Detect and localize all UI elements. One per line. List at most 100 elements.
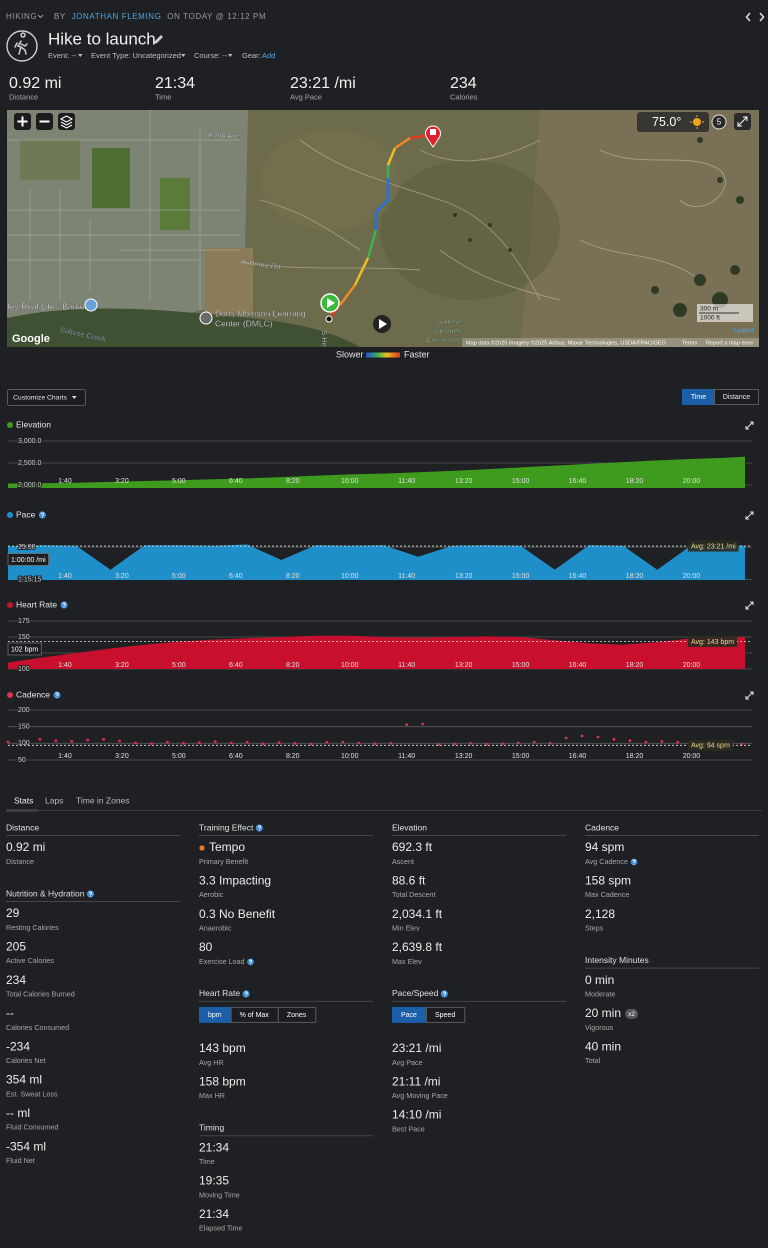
toggle-button[interactable] (425, 1006, 466, 1023)
x-tick-label: 18:20 (626, 662, 644, 669)
x-tick-label: 8:20 (286, 662, 300, 669)
x-tick-label: 16:40 (569, 573, 587, 580)
stat-label: Avg Pace (392, 1058, 423, 1067)
stat-value: 354 ml (6, 1073, 42, 1087)
map[interactable]: E 8th Ave S Henry Rd S Hen lley Real Lif… (6, 110, 759, 351)
report-link[interactable]: Report a map error (706, 340, 753, 346)
tab[interactable]: Stats (14, 795, 33, 805)
chevron[interactable] (37, 14, 44, 19)
stat-label: Total Calories Burned (6, 990, 75, 999)
x-tick-label: 6:40 (229, 662, 243, 669)
next-button[interactable] (759, 12, 765, 22)
legend-fast: Faster (404, 349, 430, 359)
leaflet-link[interactable]: Leaflet (734, 328, 754, 335)
x-tick-label: 8:20 (286, 573, 300, 580)
position-dot (325, 315, 333, 323)
street-label: E 8th Ave (208, 131, 240, 140)
stat-value: -354 ml (6, 1139, 46, 1153)
badge-circle[interactable] (711, 114, 727, 130)
stat-value: 21:34 (199, 1140, 229, 1154)
activity-type[interactable]: HIKING (6, 12, 37, 21)
point (469, 741, 472, 745)
x-tick-label: 16:40 (569, 753, 587, 760)
gear: Gear: (242, 51, 261, 60)
x-tick-label: 5:00 (172, 573, 186, 580)
point (134, 741, 137, 745)
event[interactable]: Event: -- (48, 51, 77, 60)
x-tick-label: 11:40 (398, 573, 415, 580)
point (102, 737, 106, 741)
distance-toggle[interactable] (714, 389, 759, 405)
stat-label: Distance (6, 857, 34, 866)
toggle-button[interactable] (277, 1006, 317, 1023)
point (293, 741, 297, 745)
stat-value: 205 (6, 939, 26, 953)
course[interactable]: Course: -- (194, 51, 228, 60)
weather-box (637, 112, 709, 132)
x-tick-label: 1:40 (58, 753, 72, 760)
info-glyph (257, 825, 261, 831)
prev-button[interactable] (745, 12, 751, 22)
x-tick-label: 1:40 (58, 478, 72, 485)
end-marker[interactable] (425, 125, 441, 148)
x-tick-label: 20:00 (683, 478, 701, 485)
customize-button[interactable] (7, 389, 86, 406)
end-glyph (430, 129, 436, 135)
stat-value: 21:11 /mi (392, 1074, 440, 1088)
scale-ft: 1000 ft (700, 315, 720, 322)
stat-label: Max HR (199, 1091, 225, 1100)
y-tick-label: 3,000.0 (18, 438, 41, 445)
average-box (688, 739, 733, 751)
point (70, 739, 74, 743)
expand-icon[interactable] (745, 691, 754, 700)
author[interactable]: JONATHAN FLEMING (72, 12, 162, 21)
point (166, 740, 169, 744)
place-label: Center (DMLC) (215, 318, 273, 328)
gear-add[interactable]: Add (262, 51, 275, 60)
x-tick-label: 10:00 (341, 478, 359, 485)
tab[interactable]: Time in Zones (76, 795, 130, 805)
y-tick-label: 100 (18, 740, 30, 747)
terms-link[interactable]: Terms (682, 340, 697, 346)
edit-icon[interactable] (154, 35, 163, 44)
x-tick-label: 5:00 (172, 662, 186, 669)
stat-value: -- ml (6, 1106, 30, 1120)
x-tick-label: 18:20 (626, 573, 644, 580)
stat-label: Avg Moving Pace (392, 1091, 448, 1100)
y-tick-label: 25:00 (18, 544, 36, 551)
point (389, 741, 393, 745)
tab[interactable]: Laps (45, 795, 63, 805)
field (92, 148, 130, 208)
expand-icon[interactable] (745, 421, 754, 430)
expand-icon[interactable] (745, 601, 754, 610)
attribution: Map data ©2025 Imagery ©2025 Airbus, Max… (466, 339, 667, 346)
x-tick-label: 13:20 (455, 573, 473, 580)
expand-icon[interactable] (745, 511, 754, 520)
stat-value: 21:34 (199, 1207, 229, 1221)
stat-value: 158 bpm (199, 1074, 246, 1088)
hiker-glyph (14, 32, 28, 55)
x-tick-label: 20:00 (683, 662, 701, 669)
stat-label: Primary Benefit (199, 857, 248, 866)
x-tick-label: 5:00 (172, 753, 186, 760)
group-title: Pace/Speed (392, 988, 439, 998)
summary-label: Avg Pace (290, 92, 322, 101)
stat-label: Total (585, 1056, 601, 1065)
poi-icon (199, 311, 213, 325)
point (596, 735, 600, 739)
x-tick-label: 10:00 (341, 662, 359, 669)
x-tick-label: 16:40 (569, 478, 587, 485)
stat-value: 2,128 (585, 907, 615, 921)
x-tick-label: 1:40 (58, 573, 72, 580)
toggle-label: Zones (287, 1012, 307, 1019)
activity-title[interactable]: Hike to launch (48, 29, 156, 48)
scale-m: 300 m (700, 306, 718, 313)
stat-value: 692.3 ft (392, 840, 433, 854)
by: BY (54, 12, 66, 21)
event-type[interactable]: Event Type: Uncategorized (91, 51, 181, 60)
point (564, 736, 568, 740)
point (644, 740, 648, 744)
stat-value: 0.92 mi (6, 840, 45, 854)
x-tick-label: 11:40 (398, 662, 415, 669)
